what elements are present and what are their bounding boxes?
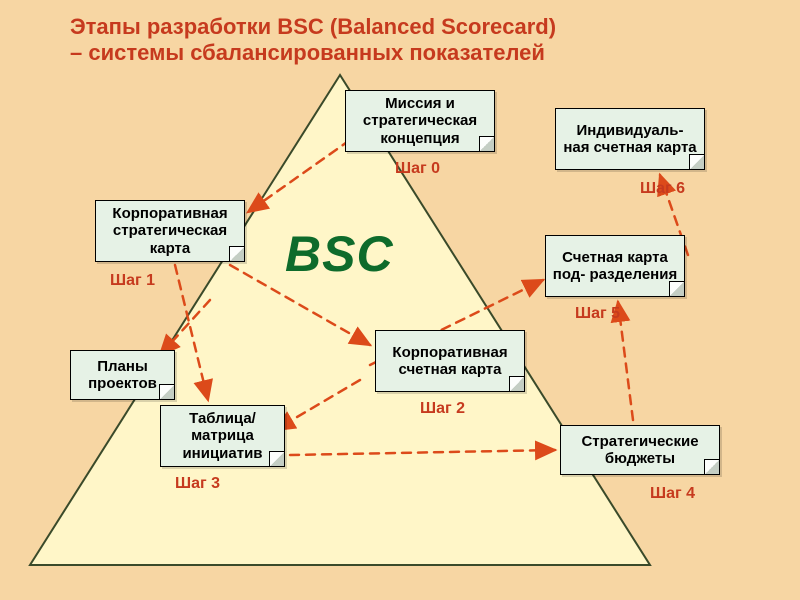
node-plans: Планы проектов (70, 350, 175, 400)
arrow (248, 140, 350, 212)
node-mission: Миссия и стратегическая концепция (345, 90, 495, 152)
step-label-1: Шаг 1 (110, 272, 155, 290)
step-label-3: Шаг 3 (175, 475, 220, 493)
node-budgets: Стратегические бюджеты (560, 425, 720, 475)
center-label: BSC (285, 225, 394, 283)
title-line2: – системы сбалансированных показателей (70, 40, 556, 66)
title-line1: Этапы разработки BSC (Balanced Scorecard… (70, 14, 556, 40)
arrow (160, 300, 210, 355)
node-matrix: Таблица/ матрица инициатив (160, 405, 285, 467)
node-unitcard: Счетная карта под- разделения (545, 235, 685, 297)
step-label-0: Шаг 0 (395, 160, 440, 178)
arrow (275, 380, 360, 430)
node-indiv: Индивидуаль- ная счетная карта (555, 108, 705, 170)
step-label-5: Шаг 5 (575, 305, 620, 323)
page-title: Этапы разработки BSC (Balanced Scorecard… (70, 14, 556, 66)
step-label-6: Шаг 6 (640, 180, 685, 198)
arrow (175, 265, 208, 400)
arrow (290, 450, 555, 455)
step-label-2: Шаг 2 (420, 400, 465, 418)
step-label-4: Шаг 4 (650, 485, 695, 503)
node-corpmap: Корпоративная стратегическая карта (95, 200, 245, 262)
node-corpcard: Корпоративная счетная карта (375, 330, 525, 392)
diagram-stage: Этапы разработки BSC (Balanced Scorecard… (0, 0, 800, 600)
arrow (618, 302, 633, 420)
